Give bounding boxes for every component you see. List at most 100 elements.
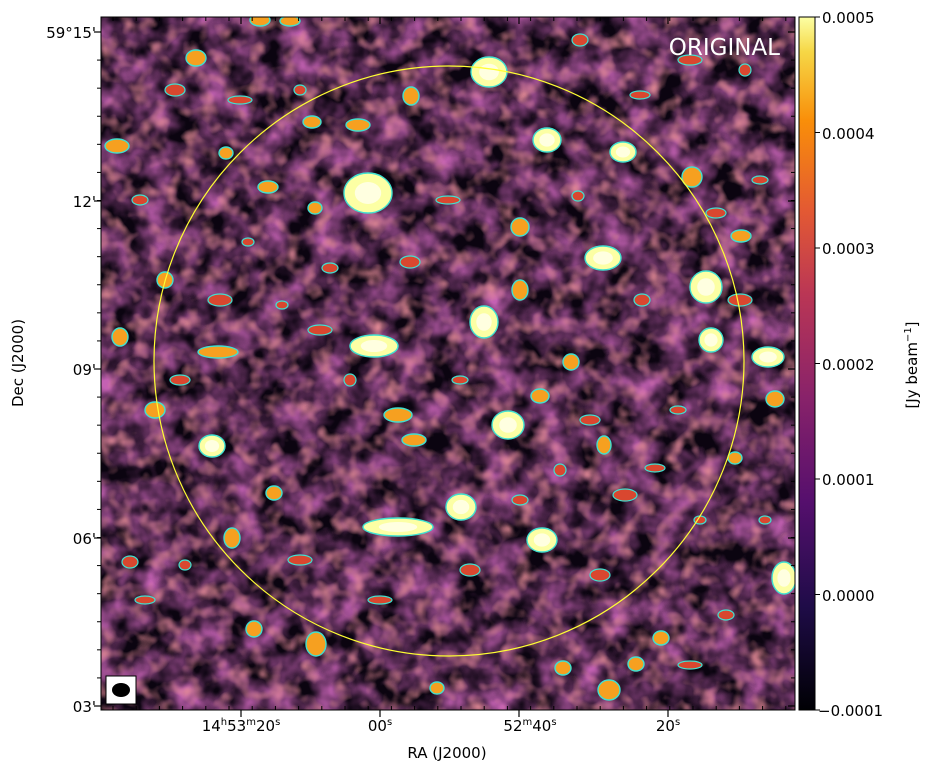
y-tick-label: 12' (73, 193, 96, 211)
radio-source (554, 660, 572, 676)
radio-source (383, 407, 413, 423)
radio-source (197, 345, 239, 359)
contour (677, 54, 703, 66)
radio-source (765, 390, 785, 408)
contour (131, 194, 149, 206)
radio-source (257, 180, 279, 194)
radio-source-core (360, 339, 388, 353)
radio-source (652, 630, 670, 646)
y-tick-label: 59°15' (46, 24, 96, 42)
x-tick-labels: 14h53m20s 00s 52m40s 20s (202, 717, 680, 735)
radio-source (305, 631, 327, 657)
radio-source-core (476, 313, 492, 331)
colorbar-tick-label: 0.0000 (822, 587, 875, 605)
radio-source (302, 115, 322, 129)
radio-source (730, 229, 752, 243)
contour (459, 563, 481, 577)
radio-source (562, 353, 580, 371)
y-tick-label: 03' (73, 698, 96, 716)
contour (644, 463, 666, 473)
contour (669, 405, 687, 415)
x-axis-label: RA (J2000) (407, 744, 486, 762)
contour (178, 559, 192, 571)
radio-source (223, 527, 241, 549)
radio-source-core (452, 499, 470, 515)
contour (241, 237, 255, 247)
contour (293, 84, 307, 96)
colorbar-tick-label: 0.0002 (822, 356, 875, 374)
colorbar-gradient (798, 16, 816, 711)
colorbar-tick-label: −0.0001 (818, 702, 883, 720)
contour (589, 568, 611, 582)
radio-source-core (378, 522, 418, 532)
contour (207, 293, 233, 307)
radio-source (307, 201, 323, 215)
colorbar-ticks (815, 16, 820, 711)
sky-image (101, 17, 795, 710)
radio-source (218, 146, 234, 160)
x-tick-label: 52m40s (503, 717, 556, 735)
contour (738, 63, 752, 77)
contour (121, 555, 139, 569)
radio-source (681, 166, 703, 188)
beam-marker (105, 675, 137, 705)
frame-ticks (94, 17, 795, 717)
contour (164, 83, 186, 97)
contour (717, 609, 735, 621)
radio-source (249, 17, 271, 27)
radio-source (596, 435, 612, 455)
radio-source (144, 401, 166, 419)
contour (343, 373, 357, 387)
radio-source (265, 485, 283, 501)
colorbar-tick-label: 0.0004 (822, 125, 875, 143)
contour (435, 195, 461, 205)
y-tick-label: 06' (73, 530, 96, 548)
contour (705, 207, 727, 219)
colorbar-label: [Jy beam−1] (903, 321, 921, 408)
contour (629, 90, 651, 100)
radio-source (401, 433, 427, 447)
y-axis-label: Dec (J2000) (9, 319, 27, 407)
contour (727, 293, 753, 307)
contour (399, 255, 421, 269)
y-tick-labels: 59°15' 12' 09' 06' 03' (46, 24, 96, 716)
radio-source-core (479, 63, 499, 81)
x-tick-label: 00s (368, 717, 392, 735)
radio-source-core (354, 182, 382, 204)
contour (571, 33, 589, 47)
contour (633, 293, 651, 307)
radio-source (511, 279, 529, 301)
contour (367, 595, 393, 605)
image-frame (100, 16, 796, 711)
radio-source (104, 138, 130, 154)
contour (511, 494, 529, 506)
colorbar-tick-label: 0.0005 (822, 9, 875, 27)
radio-source (345, 118, 371, 132)
radio-source (530, 388, 550, 404)
radio-source-core (539, 133, 555, 147)
x-tick-label: 14h53m20s (202, 717, 281, 735)
contour (321, 262, 339, 274)
radio-source-core (533, 533, 551, 547)
panel-label: ORIGINAL (669, 35, 780, 61)
radio-source-core (615, 146, 631, 158)
contour (751, 175, 769, 185)
contour (307, 324, 333, 336)
colorbar-tick-label: 0.0001 (822, 471, 875, 489)
contour (275, 300, 289, 310)
x-tick-label: 20s (656, 717, 680, 735)
radio-source (111, 327, 129, 347)
contour (677, 660, 703, 670)
contour (451, 375, 469, 385)
radio-source-core (593, 251, 613, 265)
radio-source (429, 681, 445, 695)
radio-source (402, 86, 420, 106)
primary-beam-circle (153, 65, 745, 657)
colorbar-tick-label: 0.0003 (822, 240, 875, 258)
contour (553, 463, 567, 477)
radio-source (727, 451, 743, 465)
radio-source (245, 620, 263, 638)
contour (571, 190, 585, 202)
colorbar: 0.0005 0.0004 0.0003 0.0002 0.0001 0.000… (798, 9, 921, 720)
